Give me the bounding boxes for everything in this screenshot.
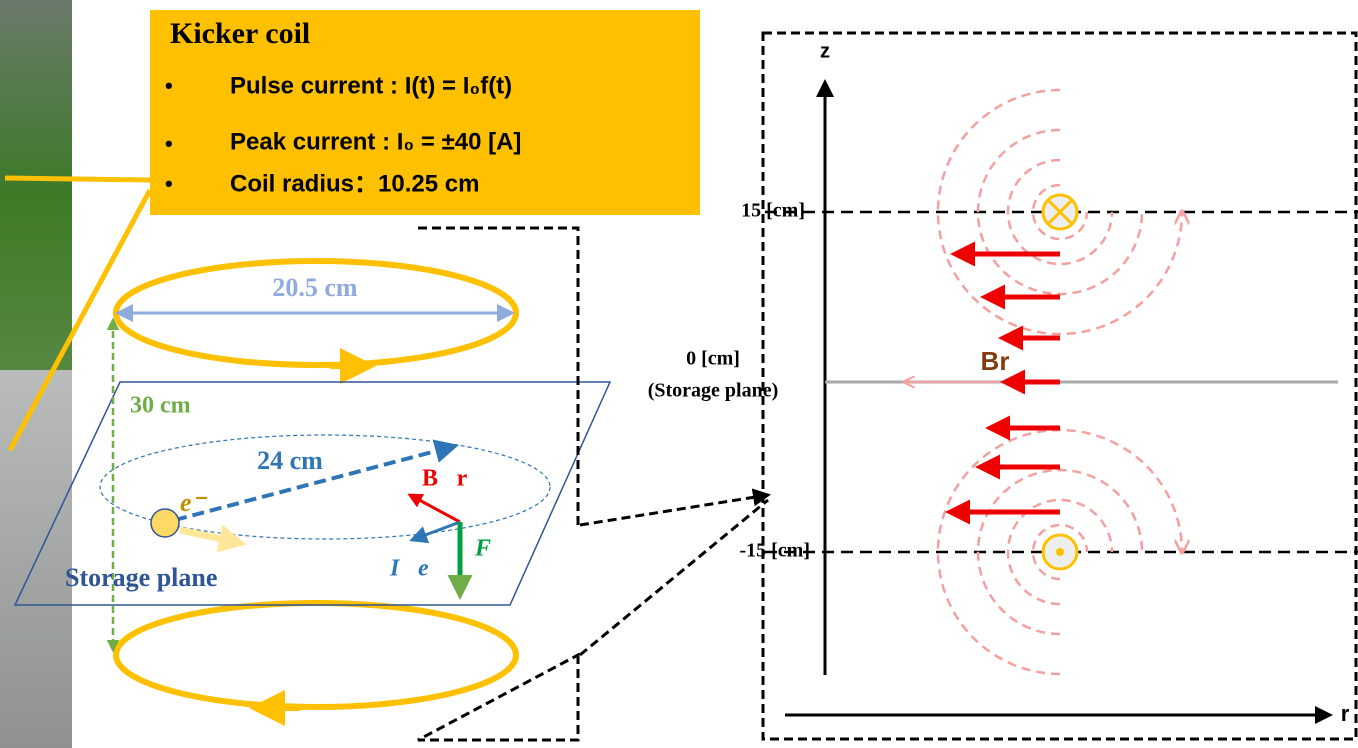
field-label: B⃗r — [422, 466, 468, 492]
upper-label: 15 [cm] — [741, 200, 805, 222]
kicker-item: Pulse current : I(t) = I₀f(t) — [230, 72, 512, 99]
middle-label: 0 [cm] — [686, 348, 740, 370]
coil-sketch — [15, 228, 768, 740]
svg-text:•: • — [165, 73, 173, 98]
height-label: 30 cm — [130, 393, 191, 419]
z-axis-label: z — [820, 40, 830, 62]
kicker-box: Kicker coil • • • Pulse current : I(t) =… — [150, 10, 700, 215]
r-axis-label: r — [1341, 701, 1350, 726]
kicker-item: Coil radius：10.25 cm — [230, 170, 479, 197]
lower-label: -15 [cm] — [739, 540, 810, 562]
kicker-title: Kicker coil — [170, 17, 310, 50]
diameter-label: 20.5 cm — [272, 273, 358, 302]
svg-text:•: • — [165, 131, 173, 156]
field-label: Br — [981, 346, 1010, 376]
kicker-item: Peak current : I₀ = ±40 [A] — [230, 128, 521, 155]
diagram: Kicker coil • • • Pulse current : I(t) =… — [0, 0, 1358, 748]
radius-label: 24 cm — [257, 446, 323, 475]
svg-text:•: • — [165, 171, 173, 196]
middle-note: (Storage plane) — [648, 380, 779, 402]
current-label: I⃗e — [389, 556, 429, 582]
electron-label: e⁻ — [180, 488, 208, 517]
field-view — [763, 33, 1358, 739]
plane-label: Storage plane — [65, 563, 217, 592]
force-label: F⃗ — [474, 536, 510, 562]
